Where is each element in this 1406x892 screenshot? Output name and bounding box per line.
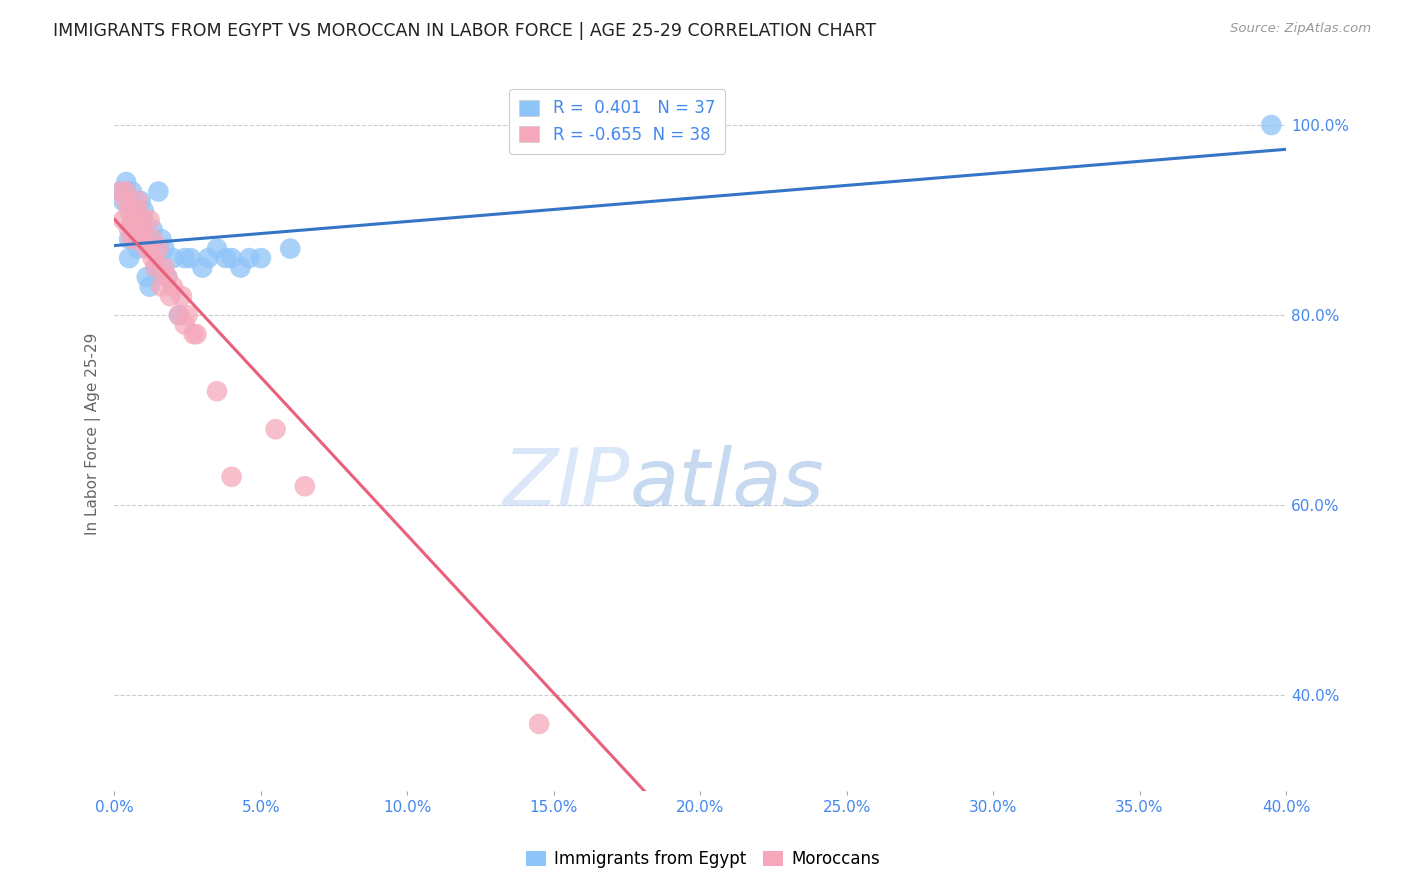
Point <box>138 213 160 227</box>
Point <box>186 327 208 342</box>
Legend: Immigrants from Egypt, Moroccans: Immigrants from Egypt, Moroccans <box>519 844 887 875</box>
Point <box>221 251 243 265</box>
Point <box>229 260 252 275</box>
Point <box>124 222 146 236</box>
Point <box>162 279 184 293</box>
Point <box>173 318 195 332</box>
Point <box>156 270 179 285</box>
Point <box>1260 118 1282 132</box>
Point <box>115 185 138 199</box>
Point <box>527 717 550 731</box>
Point <box>294 479 316 493</box>
Point <box>145 260 167 275</box>
Point <box>197 251 219 265</box>
Point <box>142 222 165 236</box>
Point <box>132 203 155 218</box>
Point <box>238 251 260 265</box>
Point <box>142 232 165 246</box>
Point <box>159 289 181 303</box>
Point <box>205 384 228 399</box>
Point <box>129 194 152 208</box>
Y-axis label: In Labor Force | Age 25-29: In Labor Force | Age 25-29 <box>86 333 101 535</box>
Point <box>150 279 173 293</box>
Point <box>170 289 193 303</box>
Point <box>153 260 176 275</box>
Text: Source: ZipAtlas.com: Source: ZipAtlas.com <box>1230 22 1371 36</box>
Point <box>121 185 143 199</box>
Point <box>124 232 146 246</box>
Point <box>148 242 170 256</box>
Point <box>221 469 243 483</box>
Point <box>150 232 173 246</box>
Point <box>191 260 214 275</box>
Point <box>129 213 152 227</box>
Point <box>129 222 152 236</box>
Point <box>167 308 190 322</box>
Point <box>205 242 228 256</box>
Point <box>748 812 770 826</box>
Point <box>115 175 138 189</box>
Point <box>264 422 287 436</box>
Point <box>118 222 141 236</box>
Point <box>112 194 135 208</box>
Point <box>127 194 149 208</box>
Point <box>124 203 146 218</box>
Point <box>132 232 155 246</box>
Text: IMMIGRANTS FROM EGYPT VS MOROCCAN IN LABOR FORCE | AGE 25-29 CORRELATION CHART: IMMIGRANTS FROM EGYPT VS MOROCCAN IN LAB… <box>53 22 876 40</box>
Point <box>121 213 143 227</box>
Point <box>127 232 149 246</box>
Point <box>110 185 132 199</box>
Point <box>110 185 132 199</box>
Point <box>177 308 200 322</box>
Point <box>121 232 143 246</box>
Point <box>127 203 149 218</box>
Point <box>138 279 160 293</box>
Point <box>118 251 141 265</box>
Point <box>153 242 176 256</box>
Point <box>115 194 138 208</box>
Point <box>148 185 170 199</box>
Point <box>156 270 179 285</box>
Point <box>162 251 184 265</box>
Point <box>278 242 301 256</box>
Point <box>180 251 202 265</box>
Point <box>135 242 157 256</box>
Point <box>145 260 167 275</box>
Point <box>135 270 157 285</box>
Text: ZIP: ZIP <box>502 445 630 523</box>
Point <box>250 251 273 265</box>
Point <box>127 242 149 256</box>
Point <box>142 251 165 265</box>
Point <box>132 222 155 236</box>
Point <box>118 232 141 246</box>
Text: atlas: atlas <box>630 445 825 523</box>
Point <box>112 213 135 227</box>
Point <box>124 213 146 227</box>
Point <box>132 213 155 227</box>
Point <box>121 213 143 227</box>
Point <box>118 203 141 218</box>
Legend: R =  0.401   N = 37, R = -0.655  N = 38: R = 0.401 N = 37, R = -0.655 N = 38 <box>509 89 725 153</box>
Point <box>215 251 238 265</box>
Point <box>183 327 205 342</box>
Point <box>167 308 190 322</box>
Point <box>173 251 195 265</box>
